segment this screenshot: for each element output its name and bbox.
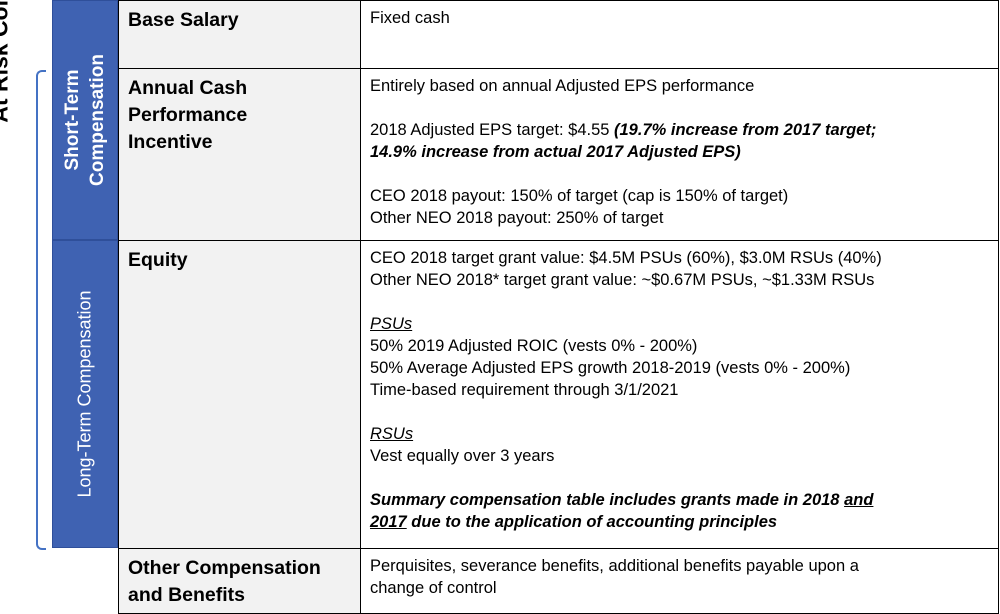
psu-heading: PSUs	[370, 313, 990, 335]
short-term-compensation-label: Short-Term Compensation	[60, 54, 110, 186]
component-cell: Base Salary	[118, 1, 360, 69]
rsu-line: Vest equally over 3 years	[370, 447, 555, 465]
neo-grant-line: Other NEO 2018* target grant value: ~$0.…	[370, 271, 875, 289]
description-cell: Fixed cash	[360, 1, 999, 69]
component-name-line: and Benefits	[128, 584, 246, 606]
summary-note-text-end: due to the application of accounting pri…	[406, 513, 778, 531]
component-cell: Other Compensation and Benefits	[118, 549, 360, 614]
table-row-base-salary: Base Salary Fixed cash	[118, 1, 999, 69]
short-term-label-line1: Short-Term	[62, 69, 83, 171]
rsu-heading: RSUs	[370, 423, 990, 445]
neo-payout-line: Other NEO 2018 payout: 250% of target	[370, 209, 664, 227]
component-cell: Annual Cash Performance Incentive	[118, 69, 360, 241]
eps-target-line: 2018 Adjusted EPS target: $4.55 (19.7% i…	[370, 119, 990, 141]
eps-target-emphasis-line: 14.9% increase from actual 2017 Adjusted…	[370, 143, 741, 161]
short-term-compensation-band: Short-Term Compensation	[52, 0, 118, 240]
eps-target-emphasis: (19.7% increase from 2017 target;	[614, 121, 877, 139]
at-risk-bracket	[36, 70, 46, 550]
eps-target-text: 2018 Adjusted EPS target: $4.55	[370, 121, 615, 139]
compensation-table: Base Salary Fixed cash Annual Cash Perfo…	[118, 0, 999, 614]
psu-line: 50% 2019 Adjusted ROIC (vests 0% - 200%)	[370, 337, 698, 355]
description-cell: Entirely based on annual Adjusted EPS pe…	[360, 69, 999, 241]
ceo-payout-line: CEO 2018 payout: 150% of target (cap is …	[370, 187, 789, 205]
psu-heading-text: PSUs	[370, 315, 413, 333]
component-name-line: Performance	[128, 104, 248, 126]
ceo-grant-line: CEO 2018 target grant value: $4.5M PSUs …	[370, 249, 882, 267]
at-risk-compensation-text: At Risk Compensation	[0, 0, 13, 123]
component-name: Annual Cash Performance Incentive	[128, 75, 352, 156]
long-term-compensation-band: Long-Term Compensation	[52, 240, 118, 548]
summary-note-text: Summary compensation table includes gran…	[370, 491, 845, 509]
table-row-annual-cash-incentive: Annual Cash Performance Incentive Entire…	[118, 69, 999, 241]
table-row-equity: Equity CEO 2018 target grant value: $4.5…	[118, 241, 999, 549]
component-cell: Equity	[118, 241, 360, 549]
component-name-line: Other Compensation	[128, 557, 321, 579]
summary-note-and: and	[844, 491, 874, 509]
long-term-compensation-label: Long-Term Compensation	[74, 290, 95, 498]
component-name-line: Incentive	[128, 131, 213, 153]
component-name: Other Compensation and Benefits	[128, 555, 352, 609]
description-line: Perquisites, severance benefits, additio…	[370, 557, 859, 575]
psu-line: 50% Average Adjusted EPS growth 2018-201…	[370, 359, 851, 377]
table-row-other-compensation: Other Compensation and Benefits Perquisi…	[118, 549, 999, 614]
description-cell: CEO 2018 target grant value: $4.5M PSUs …	[360, 241, 999, 549]
component-name-line: Annual Cash	[128, 77, 248, 99]
description-cell: Perquisites, severance benefits, additio…	[360, 549, 999, 614]
description-line: change of control	[370, 579, 497, 597]
summary-note: Summary compensation table includes gran…	[370, 489, 990, 533]
short-term-label-line2: Compensation	[87, 54, 108, 186]
psu-line: Time-based requirement through 3/1/2021	[370, 381, 679, 399]
rsu-heading-text: RSUs	[370, 425, 414, 443]
description-text: Fixed cash	[370, 9, 450, 27]
component-name: Base Salary	[128, 9, 239, 31]
component-name: Equity	[128, 249, 188, 271]
summary-note-2017: 2017	[370, 513, 407, 531]
description-line: Entirely based on annual Adjusted EPS pe…	[370, 77, 755, 95]
